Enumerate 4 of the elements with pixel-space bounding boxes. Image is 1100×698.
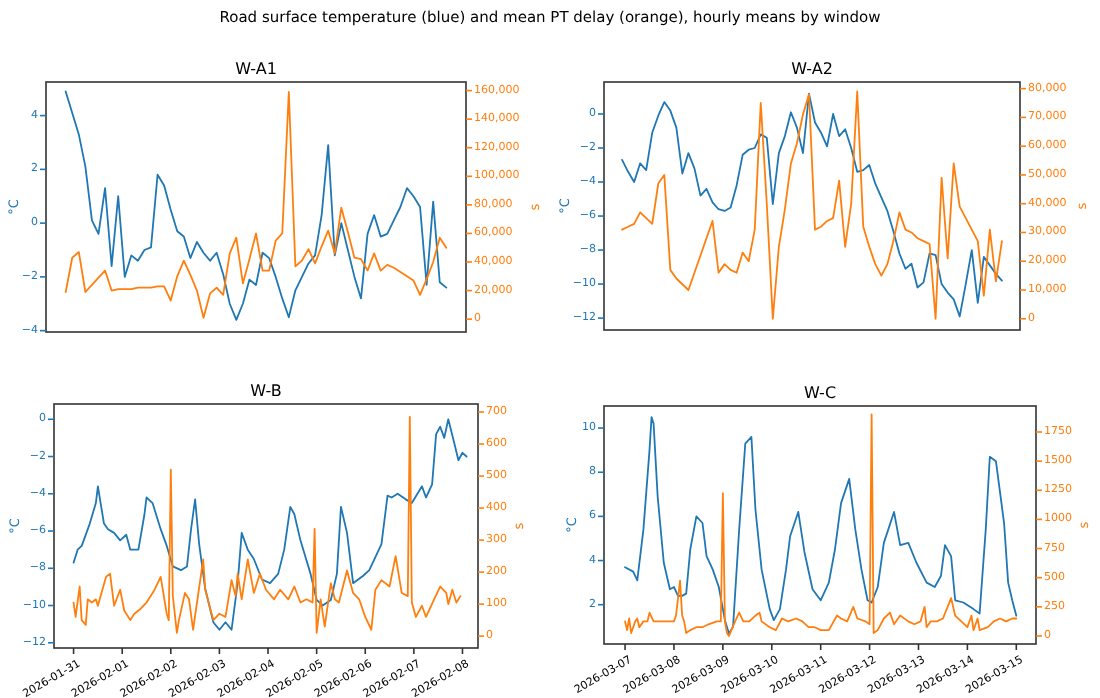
chart-title: W-B	[250, 382, 282, 400]
chart-title: W-A2	[791, 60, 833, 78]
chart-title: W-C	[803, 384, 837, 402]
chart-title: W-A1	[235, 60, 277, 78]
